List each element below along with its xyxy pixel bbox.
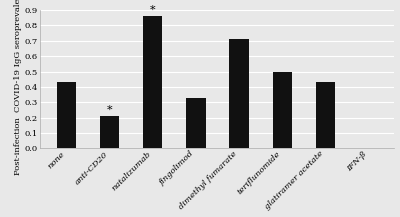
Bar xyxy=(229,39,249,148)
Y-axis label: Post-infection  COVID-19 IgG seroprevalence: Post-infection COVID-19 IgG seroprevalen… xyxy=(14,0,22,175)
Bar xyxy=(316,82,335,148)
Bar xyxy=(100,116,119,148)
Text: *: * xyxy=(150,5,156,15)
Bar xyxy=(56,82,76,148)
Bar xyxy=(186,98,206,148)
Text: *: * xyxy=(107,105,112,115)
Bar xyxy=(272,72,292,148)
Bar xyxy=(143,16,162,148)
